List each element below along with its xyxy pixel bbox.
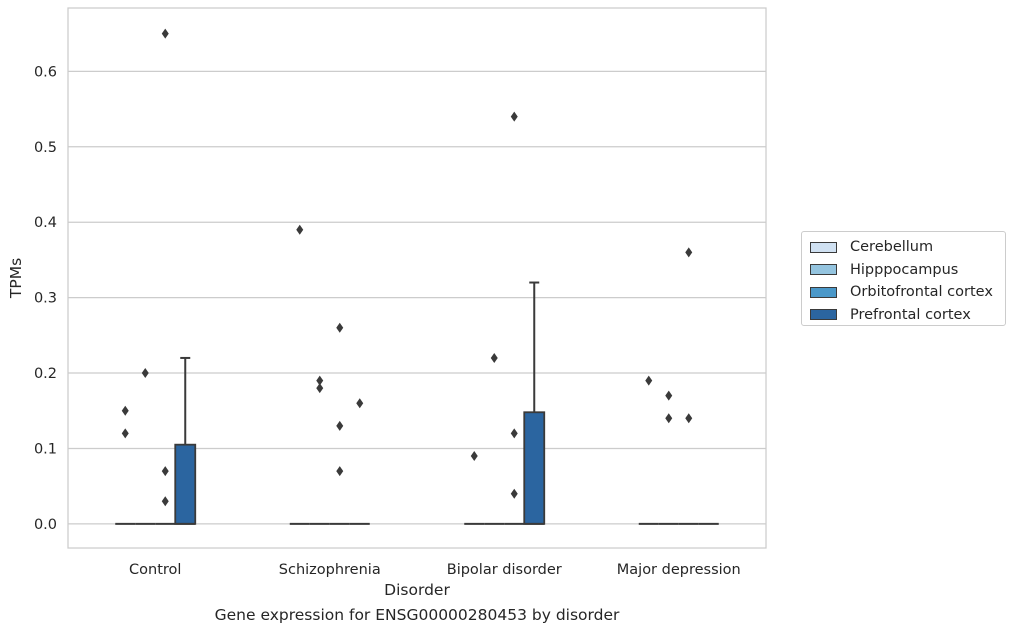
- outlier-point: [356, 398, 364, 409]
- box-group: [289, 224, 310, 525]
- box-group: [484, 352, 505, 525]
- y-tick-label: 0.1: [34, 441, 57, 457]
- legend-label: Cerebellum: [850, 239, 934, 256]
- legend-label: Orbitofrontal cortex: [850, 284, 993, 301]
- outlier-point: [336, 466, 344, 477]
- chart-caption: Gene expression for ENSG00000280453 by d…: [214, 606, 620, 624]
- outlier-point: [510, 428, 518, 439]
- outlier-point: [470, 450, 478, 461]
- box-group: [638, 375, 659, 525]
- legend-label: Prefrontal cortex: [850, 306, 971, 323]
- box-group: [349, 398, 370, 525]
- outlier-point: [665, 390, 673, 401]
- box-group: [135, 368, 156, 525]
- y-tick-label: 0.2: [34, 366, 57, 382]
- outlier-point: [665, 413, 673, 424]
- gridlines: [68, 70, 766, 525]
- outlier-point: [490, 352, 498, 363]
- outlier-point: [161, 466, 169, 477]
- outlier-point: [336, 420, 344, 431]
- outlier-point: [161, 28, 169, 39]
- box-plots: [115, 28, 719, 525]
- plot-frame: [67, 7, 767, 549]
- y-tick-label: 0.4: [34, 215, 57, 231]
- outlier-point: [121, 405, 129, 416]
- box-group: [464, 450, 485, 525]
- y-axis-label: TPMs: [7, 258, 25, 299]
- outlier-point: [316, 383, 324, 394]
- legend-swatch-hippocampus: [810, 264, 837, 276]
- legend-swatch-prefrontal: [810, 309, 837, 321]
- box-group: [174, 356, 197, 525]
- box-group: [523, 281, 546, 525]
- outlier-point: [141, 368, 149, 379]
- y-axis-ticks: 0.0 0.1 0.2 0.3 0.4 0.5 0.6: [34, 64, 57, 533]
- legend-swatch-cerebellum: [810, 241, 837, 253]
- legend-label: Hipppocampus: [850, 261, 959, 278]
- outlier-point: [645, 375, 653, 386]
- box-group: [504, 111, 525, 525]
- box: [174, 443, 197, 525]
- x-tick-label: Major depression: [617, 562, 741, 578]
- box-group: [155, 28, 176, 525]
- outlier-point: [121, 428, 129, 439]
- box-group: [115, 405, 136, 525]
- box-group: [658, 390, 679, 525]
- x-tick-label: Bipolar disorder: [447, 562, 562, 578]
- y-tick-label: 0.5: [34, 140, 57, 156]
- outlier-point: [685, 247, 693, 258]
- x-axis-ticks: Control Schizophrenia Bipolar disorder Majo…: [129, 562, 741, 578]
- box-group: [309, 375, 330, 525]
- box-group: [329, 322, 350, 525]
- box: [523, 411, 546, 525]
- outlier-point: [685, 413, 693, 424]
- x-tick-label: Control: [129, 562, 181, 578]
- x-axis-label: Disorder: [384, 581, 450, 599]
- y-tick-label: 0.6: [34, 64, 57, 80]
- legend-item-prefrontal: Prefrontal cortex: [810, 304, 1005, 327]
- y-tick-label: 0.0: [34, 517, 57, 533]
- outlier-point: [296, 224, 304, 235]
- outlier-point: [510, 111, 518, 122]
- outlier-point: [510, 488, 518, 499]
- legend-item-hippocampus: Hipppocampus: [810, 259, 1005, 282]
- legend: Cerebellum Hipppocampus Orbitofrontal co…: [801, 231, 1006, 326]
- y-tick-label: 0.3: [34, 291, 57, 307]
- outlier-point: [161, 496, 169, 507]
- legend-item-orbitofrontal: Orbitofrontal cortex: [810, 281, 1005, 304]
- x-tick-label: Schizophrenia: [279, 562, 381, 578]
- legend-item-cerebellum: Cerebellum: [810, 236, 1005, 259]
- outlier-point: [316, 375, 324, 386]
- outlier-point: [336, 322, 344, 333]
- box-group: [678, 247, 699, 525]
- legend-swatch-orbitofrontal: [810, 286, 837, 298]
